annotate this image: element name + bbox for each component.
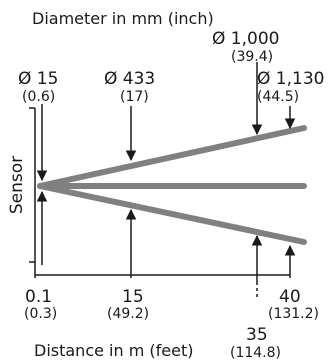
diameter-label-433mm: Ø 433 [104,69,155,89]
distance-label-49.2ft: (49.2) [107,306,149,322]
distance-label-35m: 35 [246,325,268,345]
beam-lower-line [37,183,307,245]
diameter-label-1130mm: Ø 1,130 [257,69,324,89]
distance-label-0.3ft: (0.3) [24,306,57,322]
diameter-label-1130inch: (44.5) [257,89,299,105]
sensor-bracket [29,107,36,263]
distance-axis [34,262,291,300]
diameter-label-15mm: Ø 15 [18,69,58,89]
beam-lines [37,125,307,245]
distance-label-15m: 15 [122,287,144,307]
beam-upper-line [37,125,307,189]
distance-label-131.2ft: (131.2) [268,306,319,322]
diameter-label-15inch: (0.6) [22,89,55,105]
sensor-label: Sensor [7,156,27,214]
diameter-label-433inch: (17) [120,89,149,105]
distance-label-114.8ft: (114.8) [230,345,281,361]
distance-title: Distance in m (feet) [34,341,193,360]
distance-label-0.1m: 0.1 [25,287,52,307]
diameter-title: Diameter in mm (inch) [32,9,214,28]
diameter-label-1000inch: (39.4) [231,49,273,65]
diameter-label-1000mm: Ø 1,000 [212,29,279,49]
distance-label-40m: 40 [279,287,301,307]
